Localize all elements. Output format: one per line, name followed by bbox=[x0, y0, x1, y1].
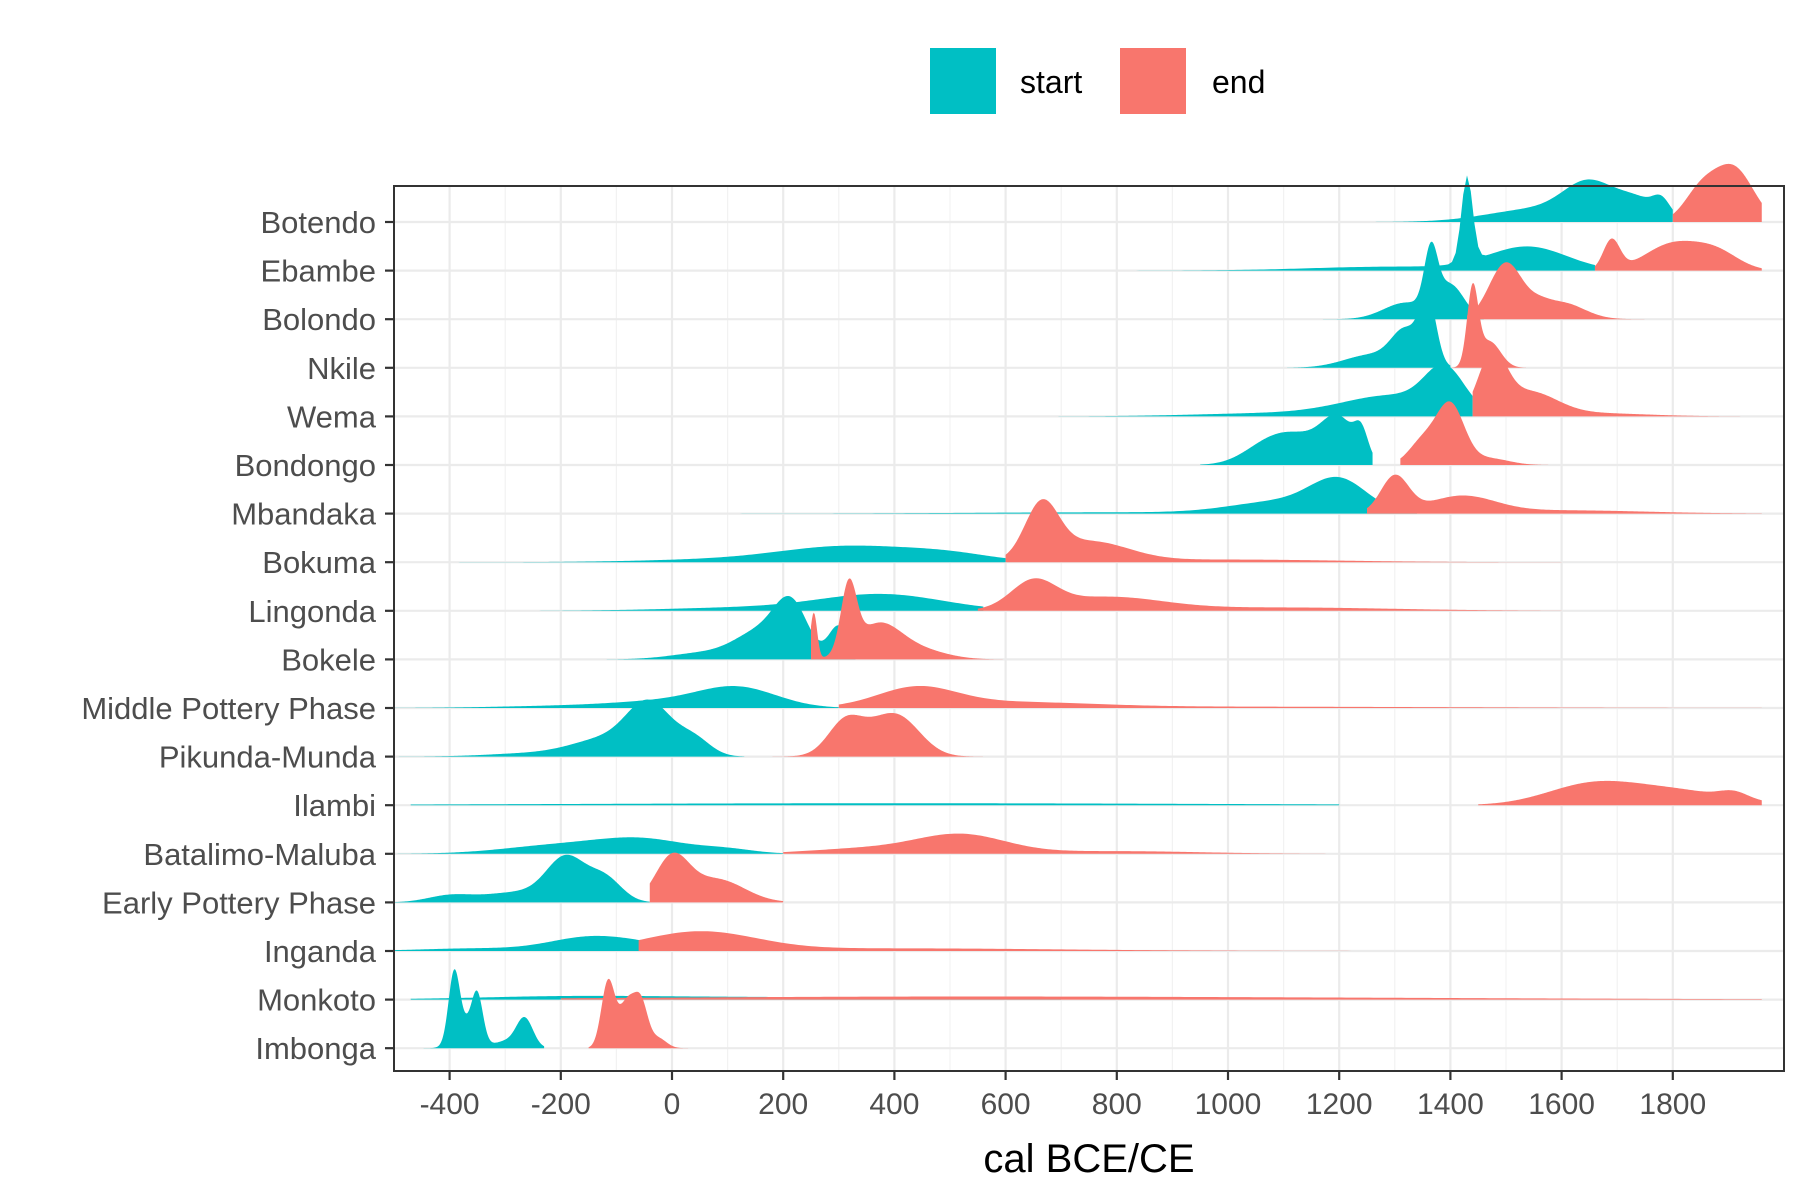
ridge-end-pikunda-munda bbox=[772, 712, 984, 757]
ridge-end-batalimo-maluba bbox=[783, 833, 1340, 854]
y-tick-label: Middle Pottery Phase bbox=[81, 691, 376, 726]
ridge-end-early-pottery-phase bbox=[649, 852, 784, 903]
x-tick-label: 400 bbox=[869, 1088, 919, 1121]
ridge-start-imbonga bbox=[405, 969, 545, 1049]
ridge-end-middle-pottery-phase bbox=[838, 685, 1762, 708]
ridge-start-bolondo bbox=[1311, 241, 1484, 320]
legend-label-start: start bbox=[1020, 64, 1082, 100]
y-tick-label: Bokele bbox=[281, 642, 376, 677]
legend-key-end bbox=[1120, 48, 1186, 114]
ridge-start-mbandaka bbox=[616, 476, 1418, 514]
ridge-start-pikunda-munda bbox=[394, 699, 745, 757]
x-tick-label: 800 bbox=[1092, 1088, 1142, 1121]
ridge-start-nkile bbox=[1283, 293, 1451, 368]
ridge-start-botendo bbox=[1228, 179, 1673, 222]
x-tick-label: 1600 bbox=[1528, 1088, 1595, 1121]
x-axis: -400 -200 0 200 400 600 800 1000 1200 1400 1600 180… bbox=[420, 1071, 1706, 1121]
ridge-end-mbandaka bbox=[1367, 474, 1762, 514]
x-tick-label: -200 bbox=[531, 1088, 591, 1121]
ridge-start-ebambe bbox=[616, 175, 1595, 271]
y-tick-label: Lingonda bbox=[248, 594, 376, 629]
y-tick-label: Wema bbox=[287, 399, 377, 434]
x-tick-label: -400 bbox=[420, 1088, 480, 1121]
x-tick-label: 600 bbox=[981, 1088, 1031, 1121]
y-tick-label: Bokuma bbox=[262, 545, 376, 580]
y-tick-label: Nkile bbox=[307, 351, 376, 386]
ridge-end-nkile bbox=[1450, 283, 1551, 368]
y-tick-label: Ilambi bbox=[293, 788, 376, 823]
y-tick-label: Batalimo-Maluba bbox=[143, 837, 376, 872]
legend: start end bbox=[930, 48, 1265, 114]
x-tick-label: 1000 bbox=[1195, 1088, 1262, 1121]
y-axis: Botendo Ebambe Bolondo Nkile Wema Bondongo Mba… bbox=[81, 205, 394, 1066]
y-tick-label: Pikunda-Munda bbox=[159, 740, 377, 775]
x-tick-label: 1200 bbox=[1306, 1088, 1373, 1121]
plot-panel-border bbox=[393, 185, 1785, 1072]
x-tick-label: 200 bbox=[758, 1088, 808, 1121]
ridge-end-bolondo bbox=[1467, 262, 1757, 320]
x-tick-label: 1400 bbox=[1417, 1088, 1484, 1121]
ridge-end-botendo bbox=[1672, 163, 1762, 222]
ridge-end-ebambe bbox=[1594, 238, 1762, 271]
ridge-start-middle-pottery-phase bbox=[394, 686, 839, 708]
ridge-start-wema bbox=[1005, 363, 1473, 417]
y-tick-label: Ebambe bbox=[261, 254, 376, 289]
x-axis-title: cal BCE/CE bbox=[983, 1137, 1194, 1181]
y-tick-label: Inganda bbox=[264, 934, 377, 969]
ridge-start-ilambi bbox=[410, 803, 1340, 806]
ridge-start-batalimo-maluba bbox=[394, 837, 784, 854]
x-tick-label: 1800 bbox=[1639, 1088, 1706, 1121]
y-tick-label: Early Pottery Phase bbox=[102, 885, 376, 920]
x-tick-label: 0 bbox=[664, 1088, 681, 1121]
ridge-start-bokele bbox=[560, 595, 856, 660]
ridge-end-bokuma bbox=[1005, 499, 1562, 563]
ridge-end-lingonda bbox=[977, 578, 1562, 611]
y-tick-label: Botendo bbox=[261, 205, 377, 240]
y-tick-label: Imbonga bbox=[255, 1031, 376, 1066]
ridge-end-monkoto bbox=[560, 996, 1762, 1000]
ridge-end-imbonga bbox=[588, 978, 689, 1049]
density-ridges bbox=[394, 163, 1762, 1049]
ridge-end-bondongo bbox=[1400, 401, 1584, 465]
ridge-start-bokuma bbox=[449, 545, 1006, 563]
y-tick-label: Bolondo bbox=[262, 302, 376, 337]
ridge-end-inganda bbox=[638, 931, 1762, 951]
ridge-end-ilambi bbox=[1478, 780, 1762, 806]
y-tick-label: Monkoto bbox=[257, 983, 376, 1018]
y-tick-label: Bondongo bbox=[235, 448, 376, 483]
ridge-start-bondongo bbox=[1200, 414, 1373, 465]
legend-key-start bbox=[930, 48, 996, 114]
ridge-end-bokele bbox=[811, 578, 1051, 660]
y-tick-label: Mbandaka bbox=[231, 497, 377, 532]
ridge-end-wema bbox=[1472, 349, 1762, 417]
ridge-start-lingonda bbox=[394, 593, 984, 611]
legend-label-end: end bbox=[1212, 64, 1265, 100]
ridge-start-early-pottery-phase bbox=[394, 854, 650, 903]
ridge-start-inganda bbox=[394, 935, 839, 951]
